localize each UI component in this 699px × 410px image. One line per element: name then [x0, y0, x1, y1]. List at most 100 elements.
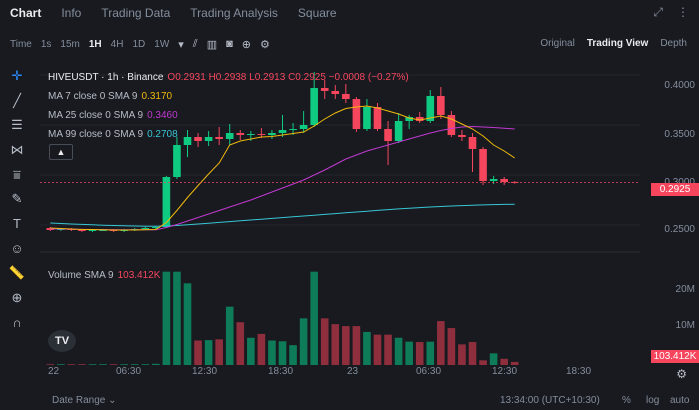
candle-body — [310, 88, 318, 125]
price-tick: 0.4000 — [664, 80, 695, 91]
candle-body — [194, 137, 202, 141]
time-tick: 12:30 — [492, 366, 518, 377]
interval-1s[interactable]: 1s — [40, 38, 52, 50]
volume-bar — [310, 271, 318, 365]
candle-body — [394, 121, 403, 141]
ma99-label: MA 99 close 0 SMA 9 — [48, 129, 144, 140]
volume-value: 103.412K — [117, 270, 161, 281]
tradingview-logo: TV — [48, 330, 76, 352]
volume-bar — [500, 358, 508, 365]
ruler-icon[interactable]: 📏 — [8, 265, 26, 281]
volume-bar — [373, 334, 382, 365]
candle-body — [247, 134, 255, 135]
interval-15m[interactable]: 15m — [60, 38, 80, 50]
volume-bar — [225, 306, 234, 365]
chart-legend: HIVEUSDT · 1h · Binance O0.2931 H0.2938 … — [48, 68, 409, 144]
drawing-toolbar: ✛ ╱ ☰ ⋈ ⩸ ✎ T ☺ 📏 ⊕ ∩ — [0, 64, 34, 410]
candle-body — [99, 230, 107, 231]
candle-body — [141, 228, 150, 229]
tab-chart[interactable]: Chart — [10, 6, 42, 20]
candle-body — [426, 96, 435, 121]
volume-bar — [489, 353, 498, 365]
candle-body — [415, 117, 424, 121]
tab-trading-data[interactable]: Trading Data — [101, 6, 171, 20]
more-icon[interactable]: ⋮ — [677, 5, 689, 19]
volume-bar — [426, 341, 435, 365]
brush-icon[interactable]: ✎ — [11, 191, 23, 207]
volume-bar — [352, 326, 361, 365]
volume-bar — [257, 333, 266, 365]
add-icon[interactable]: ⊕ — [241, 38, 251, 51]
volume-bar — [363, 331, 371, 365]
auto-toggle[interactable]: auto — [670, 395, 690, 406]
price-tick: 0.2500 — [664, 224, 695, 235]
candle-body — [236, 133, 245, 135]
price-axis[interactable]: 0.4000 0.3500 0.3000 0.2500 0.2925 20M 1… — [647, 60, 699, 365]
date-range-button[interactable]: Date Range ⌄ — [52, 395, 117, 406]
horizontal-lines-icon[interactable]: ☰ — [11, 117, 23, 133]
emoji-icon[interactable]: ☺ — [10, 240, 24, 256]
ma25-value: 0.3460 — [147, 110, 178, 121]
expand-icon[interactable]: ⤢ — [653, 5, 663, 19]
candle-body — [331, 91, 340, 94]
volume-bar — [447, 328, 456, 365]
tab-square[interactable]: Square — [297, 6, 337, 20]
candle-type-icon[interactable]: ▥ — [206, 38, 218, 51]
view-trading-view[interactable]: Trading View — [586, 38, 649, 49]
candle-body — [173, 145, 181, 177]
magnet-icon[interactable]: ∩ — [12, 314, 22, 330]
time-tick: 22 — [48, 366, 60, 377]
interval-1w[interactable]: 1W — [154, 38, 170, 50]
volume-bar — [331, 324, 340, 365]
text-icon[interactable]: T — [13, 216, 21, 232]
time-tick: 06:30 — [416, 366, 442, 377]
bottom-bar: Date Range ⌄ 13:34:00 (UTC+10:30) % log … — [0, 392, 699, 410]
chart-settings-icon[interactable]: ⚙ — [676, 367, 687, 381]
camera-icon[interactable]: ◙ — [226, 38, 233, 50]
volume-bar — [299, 318, 308, 365]
view-depth[interactable]: Depth — [660, 38, 687, 49]
fib-icon[interactable]: ⩸ — [13, 166, 21, 182]
candle-body — [299, 125, 308, 129]
tab-trading-analysis[interactable]: Trading Analysis — [190, 6, 278, 20]
volume-bar — [194, 340, 202, 365]
candle-body — [162, 177, 171, 227]
collapse-legend-button[interactable]: ▲ — [49, 144, 73, 160]
volume-bar — [268, 340, 276, 365]
volume-bar — [46, 364, 55, 365]
volume-bar — [320, 318, 329, 365]
percent-toggle[interactable]: % — [622, 395, 631, 406]
candle-body — [78, 230, 86, 231]
time-axis[interactable]: 22 06:30 12:30 18:30 23 06:30 12:30 18:3… — [40, 366, 640, 380]
candle-body — [278, 130, 287, 133]
interval-dropdown-icon[interactable]: ▾ — [178, 38, 184, 51]
trend-line-icon[interactable]: ╱ — [13, 92, 21, 108]
view-switcher: Original Trading View Depth — [540, 38, 687, 49]
ma99-line — [50, 203, 515, 227]
log-toggle[interactable]: log — [646, 395, 660, 406]
volume-bar — [130, 364, 139, 365]
volume-bar — [162, 271, 171, 365]
volume-bar — [479, 360, 487, 365]
candle-body — [204, 137, 213, 141]
tab-info[interactable]: Info — [61, 6, 82, 20]
interval-time[interactable]: Time — [10, 38, 32, 50]
settings-icon[interactable]: ⚙ — [259, 38, 270, 51]
price-tick: 0.3000 — [664, 177, 695, 188]
view-original[interactable]: Original — [540, 38, 575, 49]
zoom-in-icon[interactable]: ⊕ — [11, 289, 23, 305]
volume-bar — [215, 339, 223, 365]
interval-4h[interactable]: 4H — [110, 38, 124, 50]
interval-1d[interactable]: 1D — [132, 38, 146, 50]
volume-bar — [437, 321, 445, 365]
candlestick-chart[interactable] — [40, 60, 640, 365]
interval-1h[interactable]: 1H — [88, 38, 102, 50]
candle-body — [268, 133, 276, 135]
crosshair-icon[interactable]: ✛ — [11, 68, 23, 84]
indicators-icon[interactable]: ⫽ — [192, 37, 198, 50]
candle-body — [152, 227, 160, 228]
price-tick: 0.3500 — [664, 129, 695, 140]
pattern-icon[interactable]: ⋈ — [10, 142, 24, 158]
volume-bar — [384, 334, 392, 365]
candle-body — [500, 179, 508, 182]
